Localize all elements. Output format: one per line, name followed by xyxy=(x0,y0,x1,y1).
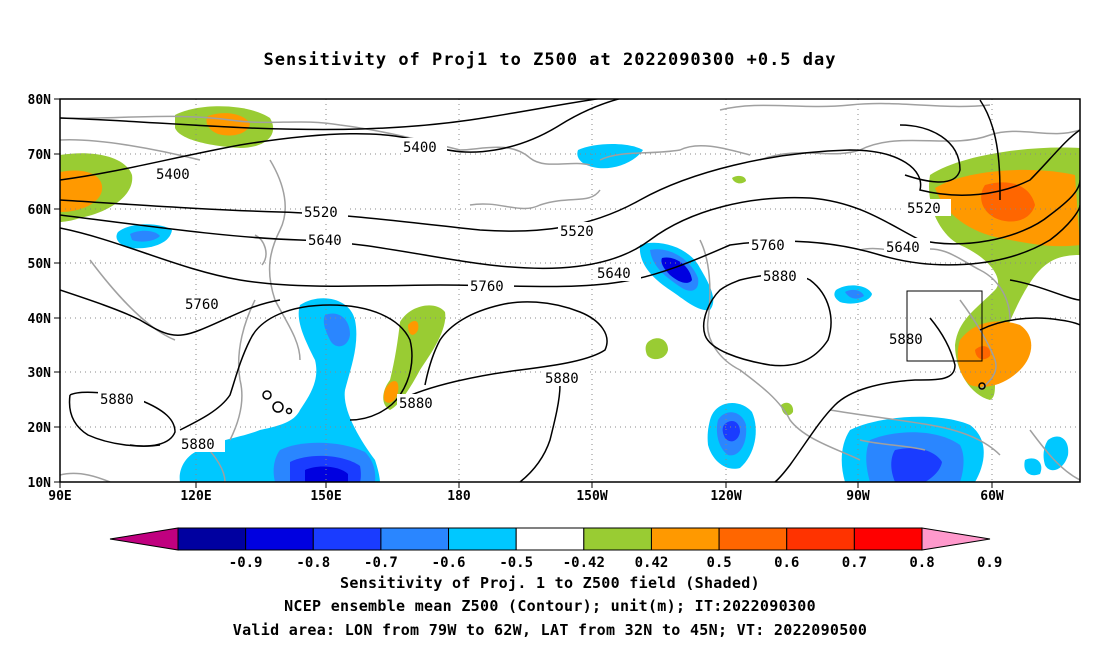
caption-line-2: NCEP ensemble mean Z500 (Contour); unit(… xyxy=(284,597,816,615)
contour-label: 5400 xyxy=(403,140,437,156)
contour-5520 xyxy=(60,129,1080,232)
lon-label: 120E xyxy=(180,489,211,504)
colorbar: -0.9 -0.8 -0.7 -0.6 -0.5 -0.42 0.42 0.5 0.6 0.7 0.… xyxy=(109,527,1002,571)
contour-5400-c xyxy=(899,124,961,183)
contour-label: 5880 xyxy=(399,396,433,412)
coastlines xyxy=(60,102,1080,482)
colorbar-swatch xyxy=(448,527,517,551)
colorbar-tick-label: -0.7 xyxy=(364,555,398,571)
caption-line-1: Sensitivity of Proj. 1 to Z500 field (Sh… xyxy=(340,574,760,592)
contour-5880-loop-a xyxy=(262,390,272,400)
contour-label: 5760 xyxy=(470,279,504,295)
colorbar-swatch xyxy=(583,527,652,551)
lat-label: 60N xyxy=(28,203,52,218)
colorbar-tick-label: -0.5 xyxy=(499,555,533,571)
contour-label: 5880 xyxy=(181,437,215,453)
contour-5880-pac xyxy=(519,384,561,482)
lon-label: 90E xyxy=(48,489,71,504)
contour-label: 5640 xyxy=(308,233,342,249)
z500-contours xyxy=(60,99,1080,482)
colorbar-tick-label: -0.42 xyxy=(563,555,605,571)
contour-label: 5880 xyxy=(889,332,923,348)
contour-labels: 5400 5400 5520 5520 5520 5640 5640 5640 … xyxy=(98,138,951,453)
contour-5880-atl xyxy=(979,317,1080,331)
colorbar-swatch xyxy=(380,527,450,551)
colorbar-tick-label: -0.6 xyxy=(432,555,466,571)
colorbar-swatch xyxy=(312,527,382,551)
contour-label: 5400 xyxy=(156,167,190,183)
contour-5640 xyxy=(60,179,1080,270)
longitude-labels: 90E 120E 150E 180 150W 120W 90W 60W xyxy=(48,489,1004,504)
contour-5880-loop-c xyxy=(285,407,293,415)
negative-region-mexico xyxy=(707,285,872,469)
contour-5400-b xyxy=(60,99,602,131)
contour-label: 5880 xyxy=(100,392,134,408)
colorbar-tick-label: 0.5 xyxy=(706,555,731,571)
contour-5880-main xyxy=(774,317,956,482)
contour-5880-atl2 xyxy=(1009,279,1080,301)
plot-frame xyxy=(59,98,1081,483)
contour-label: 5880 xyxy=(763,269,797,285)
lat-label: 80N xyxy=(28,93,52,108)
contour-label: 5520 xyxy=(304,205,338,221)
contour-5880-wpac xyxy=(68,394,161,447)
lat-label: 70N xyxy=(28,148,52,163)
colorbar-right-triangle xyxy=(921,527,991,551)
contour-label: 5760 xyxy=(751,238,785,254)
contour-label: 5520 xyxy=(560,224,594,240)
lat-label: 20N xyxy=(28,421,52,436)
contour-5760-b xyxy=(60,289,281,336)
colorbar-tick-label: 0.42 xyxy=(635,555,669,571)
colorbar-swatch xyxy=(650,527,720,551)
lat-label: 30N xyxy=(28,366,52,381)
contour-5880-ne xyxy=(703,273,832,367)
contour-label: 5640 xyxy=(597,266,631,282)
contour-label: 5520 xyxy=(907,201,941,217)
colorbar-swatch xyxy=(245,527,314,551)
lat-label: 50N xyxy=(28,257,52,272)
contour-5880-loop-d xyxy=(978,382,986,390)
negative-region-west-pacific xyxy=(179,298,380,482)
shaded-regions xyxy=(60,106,1080,482)
lon-label: 180 xyxy=(447,489,471,504)
lat-label: 40N xyxy=(28,312,52,327)
colorbar-swatch xyxy=(853,527,923,551)
contour-label: 5880 xyxy=(545,371,579,387)
colorbar-swatch xyxy=(177,527,247,551)
colorbar-tick-label: 0.6 xyxy=(774,555,799,571)
valid-area-box xyxy=(906,290,983,362)
colorbar-swatch xyxy=(786,527,855,551)
colorbar-tick-label: -0.9 xyxy=(229,555,263,571)
colorbar-tick-label: 0.7 xyxy=(842,555,867,571)
map-title: Sensitivity of Proj1 to Z500 at 20220903… xyxy=(263,50,837,70)
lon-label: 150W xyxy=(576,489,607,504)
lat-label: 10N xyxy=(28,476,52,491)
tick-marks xyxy=(54,98,993,488)
contour-5880-loop-b xyxy=(272,401,284,413)
colorbar-tick-label: 0.9 xyxy=(977,555,1002,571)
colorbar-left-triangle xyxy=(109,527,179,551)
latitude-labels: 80N 70N 60N 50N 40N 30N 20N 10N xyxy=(28,93,52,491)
positive-region-atlantic xyxy=(929,147,1080,400)
colorbar-swatch xyxy=(515,527,585,551)
lon-label: 150E xyxy=(310,489,341,504)
lon-label: 120W xyxy=(710,489,741,504)
negative-region-northeast-pacific xyxy=(639,242,714,311)
contour-label: 5640 xyxy=(886,240,920,256)
contour-5880-sw2 xyxy=(69,391,176,447)
colorbar-tick-label: 0.8 xyxy=(909,555,934,571)
lon-label: 60W xyxy=(980,489,1004,504)
colorbar-tick-label: -0.8 xyxy=(296,555,330,571)
contour-5880-mid xyxy=(399,301,608,401)
lon-label: 90W xyxy=(846,489,870,504)
positive-region-pacific xyxy=(383,175,794,416)
positive-region-nw xyxy=(60,153,133,222)
colorbar-swatch xyxy=(718,527,788,551)
contour-label: 5760 xyxy=(185,297,219,313)
caption-line-3: Valid area: LON from 79W to 62W, LAT fro… xyxy=(232,621,868,639)
